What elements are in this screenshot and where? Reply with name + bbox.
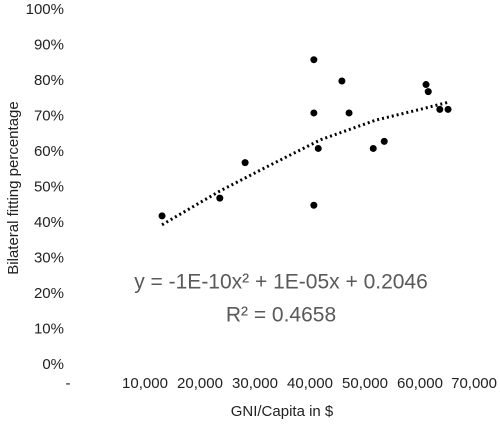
point xyxy=(338,77,346,85)
point xyxy=(424,88,432,96)
point xyxy=(310,201,318,209)
y-tick-label: 30% xyxy=(34,249,64,266)
x-tick-label: 30,000 xyxy=(232,375,278,392)
x-tick-label: 70,000 xyxy=(451,375,497,392)
x-tick-label: 50,000 xyxy=(342,375,388,392)
y-tick-label: 10% xyxy=(34,320,64,337)
y-tick-label: 50% xyxy=(34,178,64,195)
trend-equation: y = -1E-10x² + 1E-05x + 0.2046 xyxy=(134,271,428,294)
point xyxy=(380,137,388,145)
y-tick-label: 70% xyxy=(34,107,64,124)
y-tick-label: 80% xyxy=(34,72,64,89)
point xyxy=(241,159,249,167)
point xyxy=(436,105,444,113)
point xyxy=(444,105,452,113)
x-tick-label: - xyxy=(66,375,71,392)
y-tick-label: 60% xyxy=(34,143,64,160)
point xyxy=(310,56,318,64)
trendline xyxy=(161,100,449,227)
x-tick-label: 60,000 xyxy=(397,375,443,392)
point xyxy=(158,212,166,220)
x-tick-label: 40,000 xyxy=(287,375,333,392)
y-axis-title: Bilateral fitting percentage xyxy=(5,101,22,274)
y-tick-label: 20% xyxy=(34,285,64,302)
y-tick-label: 40% xyxy=(34,214,64,231)
y-tick-label: 100% xyxy=(26,1,64,18)
point xyxy=(310,109,318,117)
point xyxy=(345,109,353,117)
point xyxy=(369,144,377,152)
y-tick-label: 90% xyxy=(34,36,64,53)
x-tick-label: 20,000 xyxy=(177,375,223,392)
x-axis-title: GNI/Capita in $ xyxy=(231,403,334,420)
point xyxy=(422,81,430,89)
point xyxy=(216,194,224,202)
y-tick-label: 0% xyxy=(42,356,64,373)
point xyxy=(314,144,322,152)
r-squared: R² = 0.4658 xyxy=(226,304,336,327)
x-tick-label: 10,000 xyxy=(122,375,168,392)
